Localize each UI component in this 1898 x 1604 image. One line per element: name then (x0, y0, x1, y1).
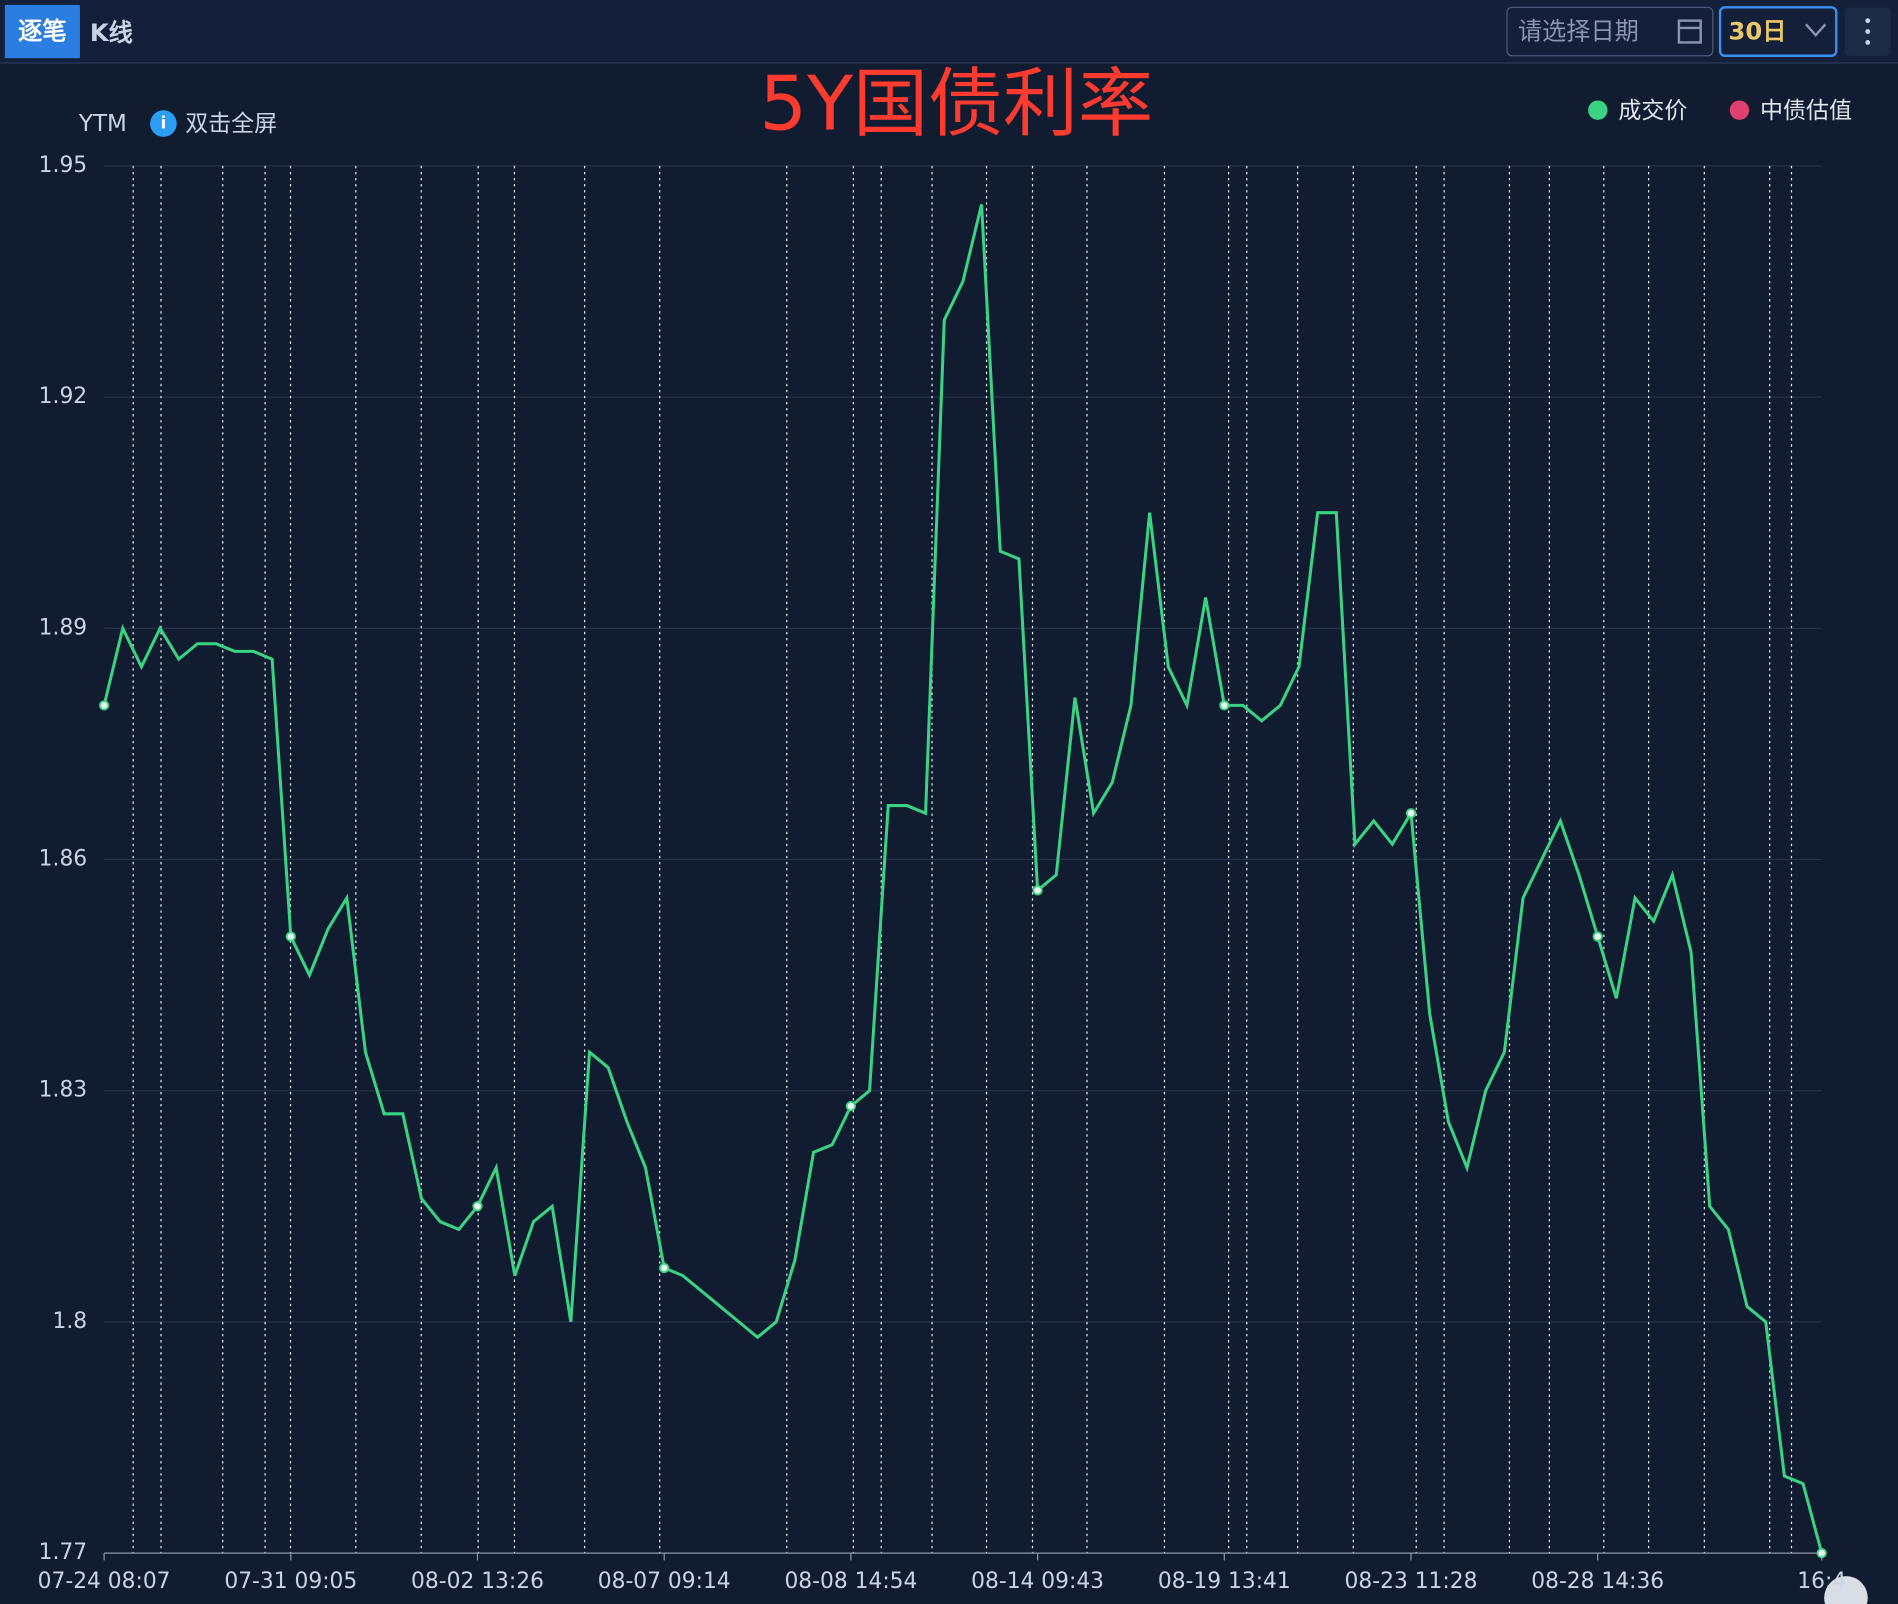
x-tick-label: 08-28 14:36 (1531, 1569, 1664, 1594)
y-tick-label: 1.77 (39, 1540, 87, 1565)
x-tick-label: 08-02 13:26 (411, 1569, 544, 1594)
legend-label: 中债估值 (1760, 98, 1852, 124)
y-axis-label: YTM (78, 111, 127, 137)
chart-title: 5Y国债利率 (759, 60, 1153, 148)
x-tick-label: 08-14 09:43 (971, 1569, 1104, 1594)
tab[interactable]: 逐笔 (18, 18, 66, 46)
y-tick-label: 1.95 (39, 153, 87, 178)
y-tick-label: 1.83 (39, 1078, 87, 1103)
y-tick-label: 1.89 (39, 615, 87, 640)
more-dot (1865, 29, 1871, 34)
x-tick-label: 08-19 13:41 (1158, 1569, 1291, 1594)
point-marker (1816, 1547, 1827, 1559)
y-tick-label: 1.86 (39, 846, 87, 871)
legend-swatch (1588, 100, 1608, 120)
tab-active[interactable] (4, 4, 80, 59)
x-tick-label: 08-08 14:54 (784, 1569, 917, 1594)
x-tick-label: 07-31 09:05 (224, 1569, 357, 1594)
more-dot (1865, 18, 1871, 24)
x-tick-label: 08-07 09:14 (598, 1569, 731, 1594)
x-tick-label: 16:4 (1797, 1569, 1846, 1594)
more-dot (1865, 40, 1871, 45)
point-marker (1219, 700, 1230, 711)
y-tick-label: 1.8 (53, 1309, 88, 1334)
tab[interactable]: K线 (90, 19, 133, 47)
date-placeholder: 请选择日期 (1518, 18, 1639, 46)
dropdown-arrow (1805, 23, 1827, 37)
point-marker (659, 1262, 670, 1274)
line (102, 204, 1824, 1554)
hint: 双击全屏 (185, 111, 277, 137)
x-tick-label: 08-23 11:28 (1345, 1569, 1478, 1594)
date-picker[interactable] (1506, 6, 1714, 57)
y-tick-label: 1.92 (39, 384, 87, 409)
point-marker (1405, 808, 1417, 819)
legend-swatch (1729, 100, 1750, 120)
point-marker (472, 1201, 483, 1212)
point-marker (1592, 931, 1603, 942)
point-marker (1032, 885, 1043, 896)
range-value: 30日 (1729, 18, 1787, 46)
point-marker (845, 1100, 857, 1112)
legend-label: 成交价 (1618, 98, 1687, 124)
toolbar (0, 0, 1898, 64)
zoom-button[interactable] (1824, 1576, 1868, 1604)
info-icon[interactable] (150, 110, 177, 137)
range-select[interactable] (1718, 6, 1838, 57)
point-marker (98, 700, 110, 711)
info-icon-glyph: i (161, 113, 167, 133)
calendar-icon (1677, 19, 1702, 44)
x-tick-label: 07-24 08:07 (38, 1569, 171, 1594)
point-marker (285, 931, 296, 942)
